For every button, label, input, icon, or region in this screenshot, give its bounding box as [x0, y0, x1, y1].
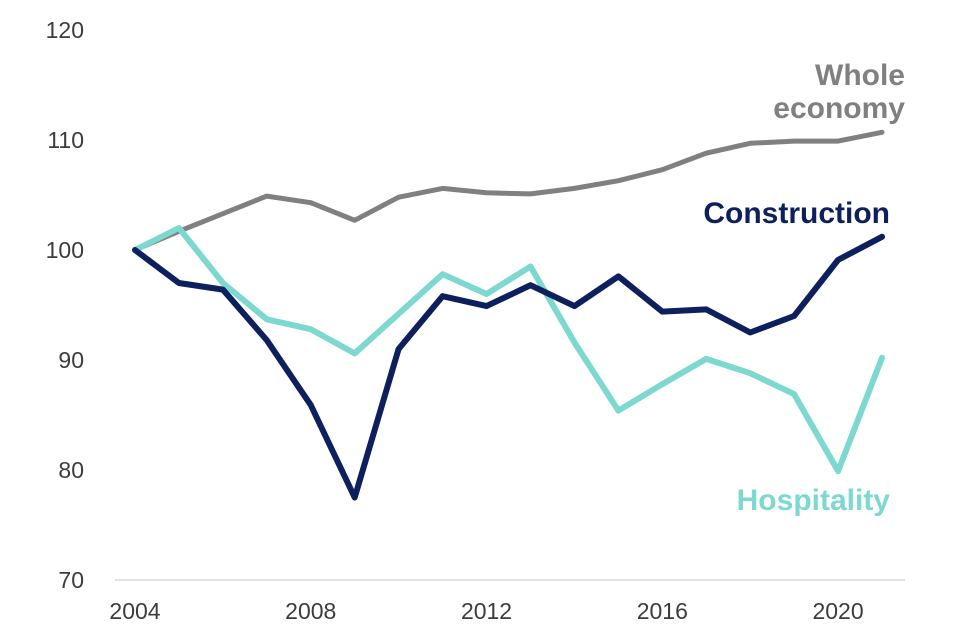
series-label-line: Whole	[815, 59, 905, 92]
series-line-whole	[132, 129, 885, 253]
x-tick-label: 2008	[285, 598, 336, 624]
series-labels: Whole economy Construction Hospitality	[703, 59, 905, 517]
series-label-hospitality: Hospitality	[737, 484, 891, 517]
x-tick-label: 2012	[461, 598, 512, 624]
series-label-line: economy	[773, 92, 905, 125]
y-tick-label: 70	[58, 567, 84, 593]
y-tick-label: 100	[46, 237, 84, 263]
x-tick-label: 2004	[109, 598, 160, 624]
x-tick-label: 2020	[812, 598, 863, 624]
x-tick-label: 2016	[637, 598, 688, 624]
series-line-hospitality	[132, 225, 885, 475]
series-label-whole: Whole economy	[773, 59, 905, 125]
y-tick-label: 90	[58, 347, 84, 373]
x-axis: 2004 2008 2012 2016 2020	[109, 579, 905, 624]
y-tick-label: 120	[46, 17, 84, 43]
y-axis: 70 80 90 100 110 120	[46, 17, 84, 593]
y-tick-label: 110	[47, 127, 84, 153]
series-label-construction: Construction	[703, 197, 890, 230]
series-label-line: Construction	[703, 197, 890, 230]
series-line-construction	[132, 233, 885, 501]
series-lines	[132, 129, 885, 501]
y-tick-label: 80	[58, 457, 84, 483]
series-label-line: Hospitality	[737, 484, 891, 517]
